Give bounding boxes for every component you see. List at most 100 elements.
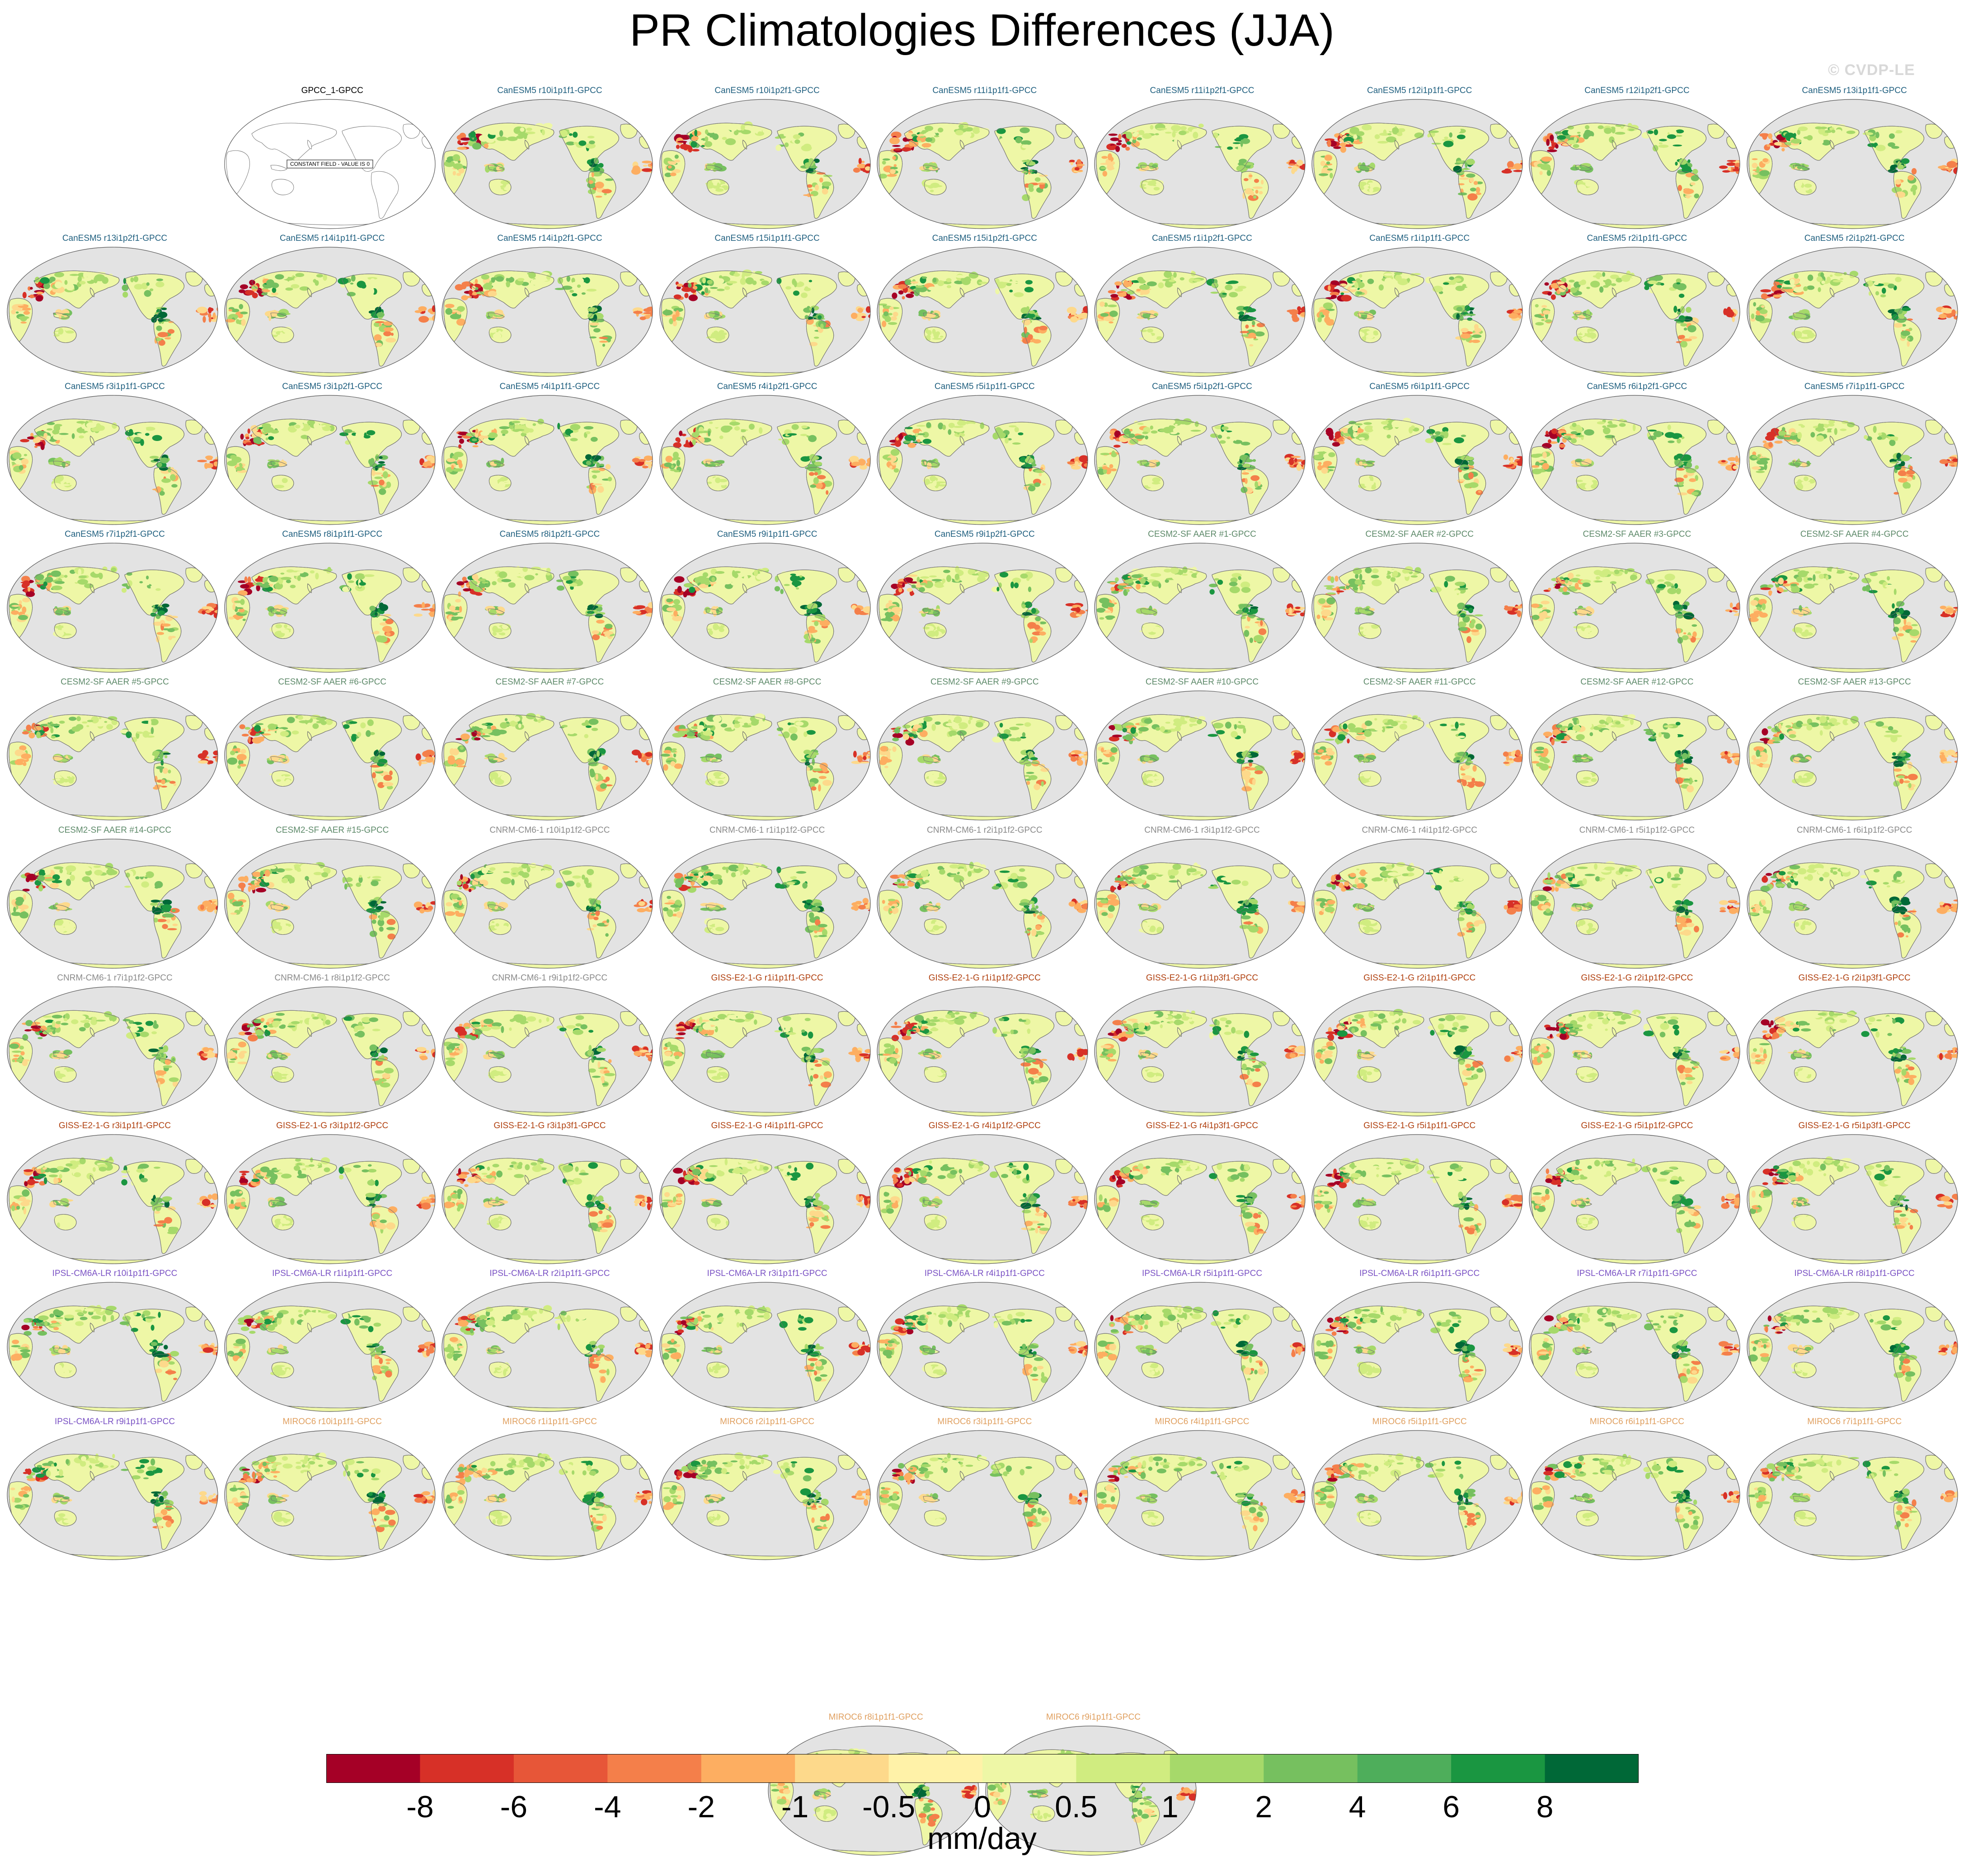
anomaly-cell — [1551, 294, 1556, 300]
anomaly-cell — [1572, 422, 1577, 427]
anomaly-cell — [1751, 314, 1754, 319]
anomaly-cell — [1359, 461, 1363, 466]
ocean-background — [877, 247, 1088, 377]
anomaly-cell — [1735, 455, 1738, 462]
anomaly-cell — [1079, 313, 1088, 319]
anomaly-cell — [1756, 460, 1765, 464]
anomaly-cell — [692, 286, 697, 290]
anomaly-cell — [882, 158, 890, 161]
anomaly-cell — [1834, 427, 1837, 435]
anomaly-cell — [286, 336, 289, 340]
anomaly-cell — [1907, 175, 1914, 181]
anomaly-cell — [1457, 479, 1466, 482]
anomaly-cell — [1026, 135, 1031, 141]
anomaly-cell — [457, 140, 461, 145]
anomaly-cell — [1815, 127, 1826, 129]
anomaly-cell — [1340, 292, 1344, 295]
anomaly-cell — [934, 135, 940, 137]
anomaly-cell — [94, 567, 100, 574]
anomaly-cell — [1020, 456, 1027, 463]
anomaly-cell — [1779, 131, 1782, 134]
anomaly-cell — [806, 184, 813, 188]
coastline-indonesia — [705, 165, 723, 171]
anomaly-cell — [925, 137, 932, 142]
anomaly-cell — [1581, 279, 1587, 285]
anomaly-cell — [339, 432, 349, 436]
anomaly-cell — [197, 460, 207, 462]
anomaly-cell — [1733, 465, 1738, 469]
anomaly-cell — [1686, 307, 1692, 313]
anomaly-cell — [1684, 195, 1692, 197]
coastline-australia — [1359, 474, 1381, 491]
anomaly-cell — [919, 166, 926, 170]
coastline-eurasia — [34, 418, 120, 456]
panel-title: CanESM5 r3i1p1f1-GPCC — [65, 381, 165, 391]
coastline-samerica — [806, 467, 834, 515]
anomaly-cell — [1798, 272, 1803, 278]
anomaly-cell — [79, 281, 86, 285]
anomaly-cell — [1762, 134, 1767, 140]
anomaly-cell — [1686, 468, 1697, 473]
anomaly-cell — [47, 422, 55, 425]
coastline-indonesia — [923, 313, 940, 319]
anomaly-cell — [167, 628, 175, 632]
anomaly-cell — [803, 144, 811, 150]
anomaly-cell — [890, 449, 900, 456]
anomaly-cell — [1828, 420, 1835, 424]
anomaly-cell — [1288, 458, 1294, 465]
anomaly-cell — [1503, 464, 1513, 467]
anomaly-cell — [146, 277, 150, 284]
coastline-japan — [1612, 140, 1617, 150]
anomaly-cell — [671, 464, 674, 468]
anomaly-cell — [30, 287, 33, 290]
anomaly-cell — [28, 586, 31, 592]
anomaly-cell — [1545, 434, 1551, 437]
coastline-eurasia — [1339, 418, 1424, 456]
coastline-japan — [742, 140, 747, 150]
anomaly-cell — [499, 166, 505, 170]
anomaly-cell — [937, 280, 944, 286]
anomaly-cell — [648, 462, 652, 469]
anomaly-cell — [1682, 165, 1692, 173]
anomaly-cell — [502, 331, 508, 336]
anomaly-cell — [432, 305, 436, 312]
anomaly-cell — [1172, 131, 1176, 138]
anomaly-cell — [370, 458, 375, 465]
anomaly-cell — [586, 460, 592, 465]
anomaly-cell — [930, 335, 934, 342]
map-border — [1094, 99, 1306, 229]
anomaly-cell — [1372, 187, 1381, 192]
anomaly-cell — [1576, 184, 1587, 192]
anomaly-cell — [1021, 144, 1031, 149]
anomaly-cell — [355, 573, 365, 580]
anomaly-cell — [781, 438, 789, 445]
anomaly-cell — [1096, 319, 1105, 322]
anomaly-cell — [140, 439, 144, 446]
coastline-indonesia — [270, 313, 287, 319]
anomaly-cell — [1781, 287, 1793, 290]
continent-indonesia — [270, 165, 287, 171]
anomaly-cell — [632, 458, 640, 463]
anomaly-cell — [741, 273, 745, 280]
anomaly-cell — [592, 455, 601, 460]
anomaly-cell — [1680, 306, 1685, 314]
anomaly-cell — [1726, 310, 1735, 318]
coastline-japan — [742, 287, 747, 297]
anomaly-cell — [1880, 435, 1890, 438]
anomaly-cell — [1752, 455, 1757, 459]
anomaly-cell — [1313, 454, 1324, 460]
anomaly-cell — [460, 137, 471, 141]
anomaly-cell — [1802, 167, 1810, 171]
anomaly-cell — [1467, 317, 1473, 321]
anomaly-cell — [794, 281, 797, 288]
anomaly-cell — [1236, 137, 1244, 140]
anomaly-cell — [1330, 173, 1333, 178]
anomaly-cell — [1176, 425, 1179, 428]
coastline-eurasia — [1774, 418, 1859, 456]
anomaly-cell — [427, 465, 432, 468]
anomaly-cell — [1328, 452, 1335, 457]
anomaly-cell — [379, 602, 384, 609]
anomaly-cell — [813, 337, 819, 339]
anomaly-cell — [35, 295, 43, 302]
anomaly-cell — [374, 476, 383, 479]
